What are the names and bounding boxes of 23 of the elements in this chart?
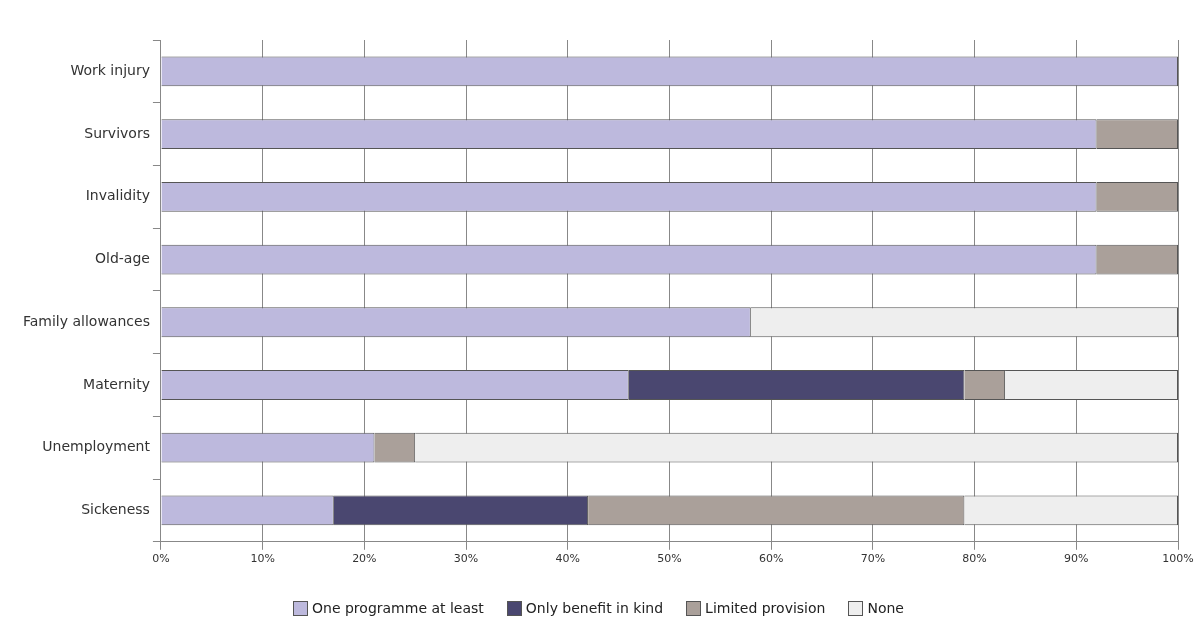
y-tick-label: Unemployment: [42, 438, 151, 455]
legend-label: Limited provision: [705, 600, 826, 616]
x-tick-label: 100%: [1162, 552, 1194, 566]
x-tick-label: 90%: [1064, 552, 1089, 566]
y-tick-label: Work injury: [70, 62, 150, 78]
x-tick-label: 70%: [860, 552, 886, 566]
x-tick-label: 60%: [758, 552, 784, 566]
x-tick-label: 10%: [250, 552, 275, 566]
legend-label: One programme at least: [312, 600, 484, 616]
y-tick-label: Sickeness: [81, 501, 150, 518]
legend-label: Only benefit in kind: [525, 600, 664, 616]
legend-label: None: [867, 600, 904, 616]
y-tick-label: Family allowances: [22, 312, 150, 329]
y-tick-label: Maternity: [83, 375, 150, 392]
x-tick-label: 0%: [152, 552, 170, 566]
x-tick-label: 30%: [453, 552, 479, 566]
x-tick-label: 40%: [555, 552, 580, 566]
y-tick-label: Invalidity: [85, 187, 150, 204]
x-tick-label: 20%: [352, 552, 377, 566]
x-tick-label: 50%: [657, 552, 682, 566]
y-tick-label: Survivors: [84, 124, 150, 141]
y-tick-label: Old-age: [94, 250, 150, 267]
x-tick-label: 80%: [962, 552, 987, 566]
